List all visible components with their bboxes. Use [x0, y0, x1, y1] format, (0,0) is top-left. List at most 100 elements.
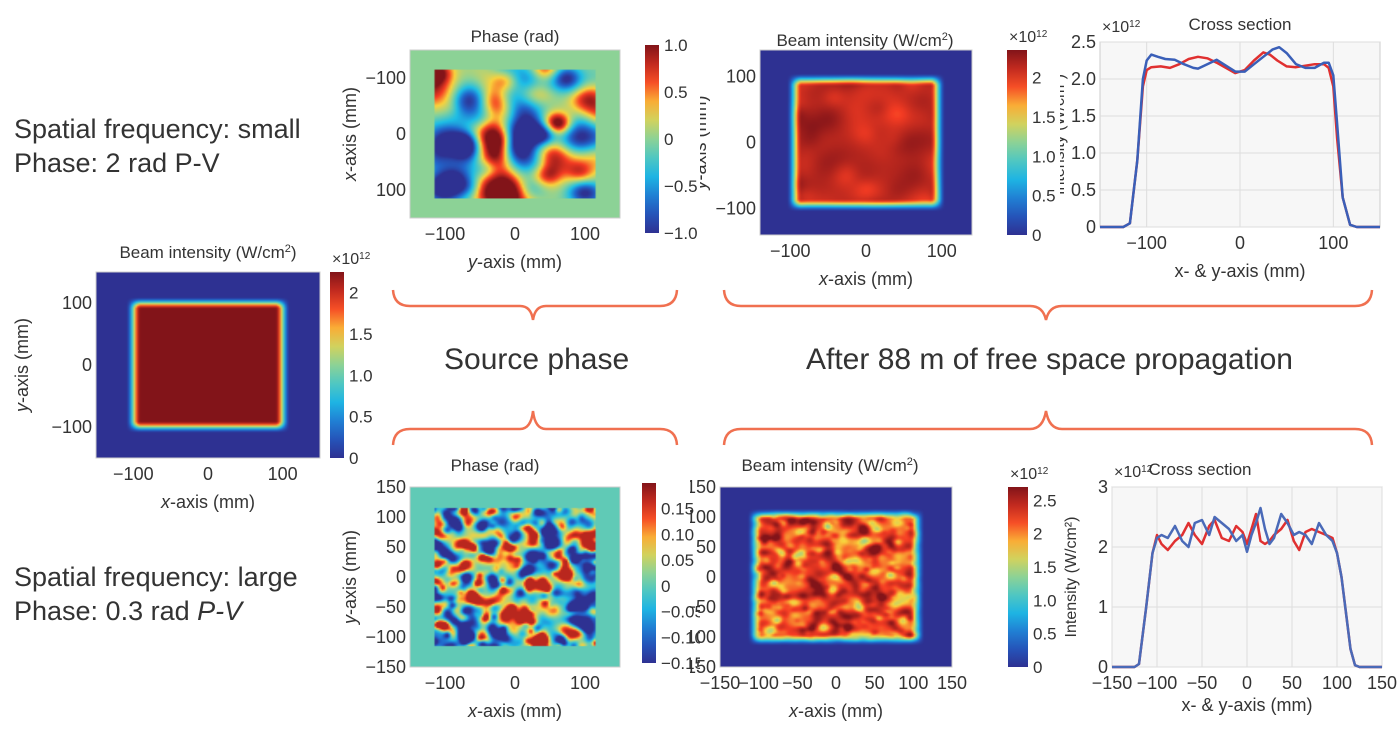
colorbar	[330, 272, 344, 458]
y-axis-label: x-axis (mm)	[340, 87, 360, 182]
x-tick-label: 0	[831, 673, 841, 693]
colorbar-tick-label: 0.5	[664, 83, 688, 102]
colorbar-exponent: ×1012	[1010, 466, 1049, 484]
heatmap-image	[410, 50, 620, 218]
y-exponent: ×1012	[1102, 19, 1141, 37]
cross-section-large-chart: Cross section ×1012 −150 −100 −50 0 50 100 150 0 1…	[1060, 445, 1400, 728]
colorbar-tick-label: −0.15	[661, 654, 700, 673]
brace-source-phase-bottom	[391, 410, 679, 446]
y-tick-label: 100	[376, 507, 406, 527]
x-tick-label: 100	[1322, 673, 1352, 693]
chart-title: Beam intensity (W/cm2)	[119, 243, 296, 262]
colorbar	[1007, 50, 1027, 235]
y-tick-label: 0	[706, 567, 716, 587]
y-tick-label: 100	[376, 180, 406, 200]
y-axis-label: Intensity (W/cm²)	[1060, 74, 1068, 195]
colorbar-tick-label: 1.5	[349, 325, 373, 344]
colorbar	[642, 483, 656, 663]
x-tick-label: 0	[861, 241, 871, 261]
x-axis-label: x-axis (mm)	[467, 701, 562, 721]
colorbar-tick-label: 0	[349, 449, 358, 468]
chart-svg: Phase (rad) −100 0 100 −100 0 100 y-axis (mm) x-…	[340, 27, 698, 272]
y-tick-label: 2.0	[1071, 69, 1096, 89]
propagated-intensity-small-heatmap: Beam intensity (W/cm2) −100 0 100 100 0 −100 x-…	[690, 0, 1080, 290]
x-tick-label: −100	[425, 673, 466, 693]
colorbar	[645, 45, 659, 233]
y-tick-label: 0	[1098, 657, 1108, 677]
chart-title: Beam intensity (W/cm2)	[741, 456, 918, 475]
y-exponent: ×1012	[1114, 464, 1153, 482]
x-tick-label: 100	[1318, 233, 1348, 253]
colorbar-tick-label: 0.10	[661, 525, 694, 544]
y-tick-label: 50	[386, 537, 406, 557]
heatmap-image	[760, 50, 972, 235]
top-spatial-frequency-label: Spatial frequency: small	[14, 114, 301, 144]
plot-frame	[409, 49, 621, 219]
y-tick-label: 0	[82, 355, 92, 375]
colorbar-tick-label: 0.05	[661, 551, 694, 570]
y-tick-label: −50	[375, 597, 406, 617]
y-tick-label: 0	[396, 567, 406, 587]
x-tick-label: −50	[1187, 673, 1218, 693]
x-tick-label: 100	[268, 464, 298, 484]
series-line-blue	[1100, 45, 1380, 229]
colorbar-exponent: ×1012	[332, 251, 371, 269]
colorbar-tick-label: 0	[664, 130, 673, 149]
brace-propagation-bottom	[722, 410, 1374, 446]
x-tick-label: 100	[927, 241, 957, 261]
chart-title: Phase (rad)	[471, 27, 560, 46]
y-tick-label: 0	[1086, 217, 1096, 237]
y-tick-label: −100	[51, 417, 92, 437]
colorbar-tick-label: 2.5	[1033, 491, 1057, 510]
y-tick-label: 100	[690, 507, 716, 527]
x-tick-label: −50	[782, 673, 813, 693]
y-tick-label: 150	[690, 477, 716, 497]
y-tick-label: 150	[376, 477, 406, 497]
x-tick-label: −100	[738, 673, 779, 693]
y-tick-label: 3	[1098, 477, 1108, 497]
source-phase-title: Source phase	[444, 343, 630, 376]
x-axis-label: x-axis (mm)	[160, 492, 255, 512]
y-tick-label: −50	[690, 597, 716, 617]
y-axis-label: y-axis (mm)	[340, 530, 360, 626]
propagation-title: After 88 m of free space propagation	[806, 343, 1293, 376]
x-axis-label: y-axis (mm)	[466, 252, 562, 272]
x-tick-label: 100	[898, 673, 928, 693]
chart-svg: Beam intensity (W/cm2) −100 0 100 100 0 −100 x-…	[690, 29, 1056, 290]
y-tick-label: 0.5	[1071, 180, 1096, 200]
x-tick-label: −100	[1137, 673, 1178, 693]
x-tick-label: 100	[570, 673, 600, 693]
y-tick-label: −100	[365, 68, 406, 88]
bottom-spatial-frequency-label: Spatial frequency: large	[14, 562, 298, 592]
cross-section-small-chart: Cross section ×1012 −100 0 100 0 0.5 1.0 1.5 2.0 2…	[1051, 0, 1400, 290]
heatmap-image	[720, 487, 952, 667]
colorbar-tick-label: 0.15	[661, 500, 694, 519]
chart-svg: Phase (rad) −100 0 100 150 100 50 0 −50 −100 −150 x…	[340, 456, 704, 721]
y-tick-label: 1.0	[1071, 143, 1096, 163]
chart-svg: Beam intensity (W/cm2)−150−100 −50 0 50 100 1…	[650, 456, 1057, 721]
colorbar-tick-label: −0.5	[664, 177, 698, 196]
colorbar-tick-label: 1.0	[1032, 147, 1056, 166]
y-axis-label: y-axis (mm)	[700, 96, 710, 192]
colorbar-tick-label: 0.5	[1033, 625, 1057, 644]
colorbar	[1008, 487, 1028, 667]
colorbar-tick-label: 0.5	[1032, 187, 1056, 206]
x-tick-label: 0	[1235, 233, 1245, 253]
x-tick-label: −150	[700, 673, 741, 693]
plot-frame	[719, 486, 953, 668]
chart-svg: Cross section ×1012 −100 0 100 0 0.5 1.0 1.5 2.0 2…	[1051, 15, 1381, 281]
plot-frame	[759, 49, 973, 236]
y-tick-label: 0	[746, 133, 756, 153]
heatmap-image	[410, 487, 620, 667]
chart-svg: Cross section×1012 −150 −100 −50 0 50 100 150 0 1…	[1063, 460, 1397, 715]
y-tick-label: 1	[1098, 597, 1108, 617]
x-tick-label: −100	[770, 241, 811, 261]
colorbar-tick-label: 1.0	[1033, 591, 1057, 610]
phase-small-heatmap: Phase (rad) −100 0 100 −100 0 100 y-axis (mm) x-…	[340, 0, 700, 290]
x-tick-label: 150	[937, 673, 967, 693]
heatmap-image	[96, 272, 320, 458]
plot-frame	[409, 486, 621, 668]
y-tick-label: −150	[690, 657, 716, 677]
brace-propagation-top	[722, 289, 1374, 321]
